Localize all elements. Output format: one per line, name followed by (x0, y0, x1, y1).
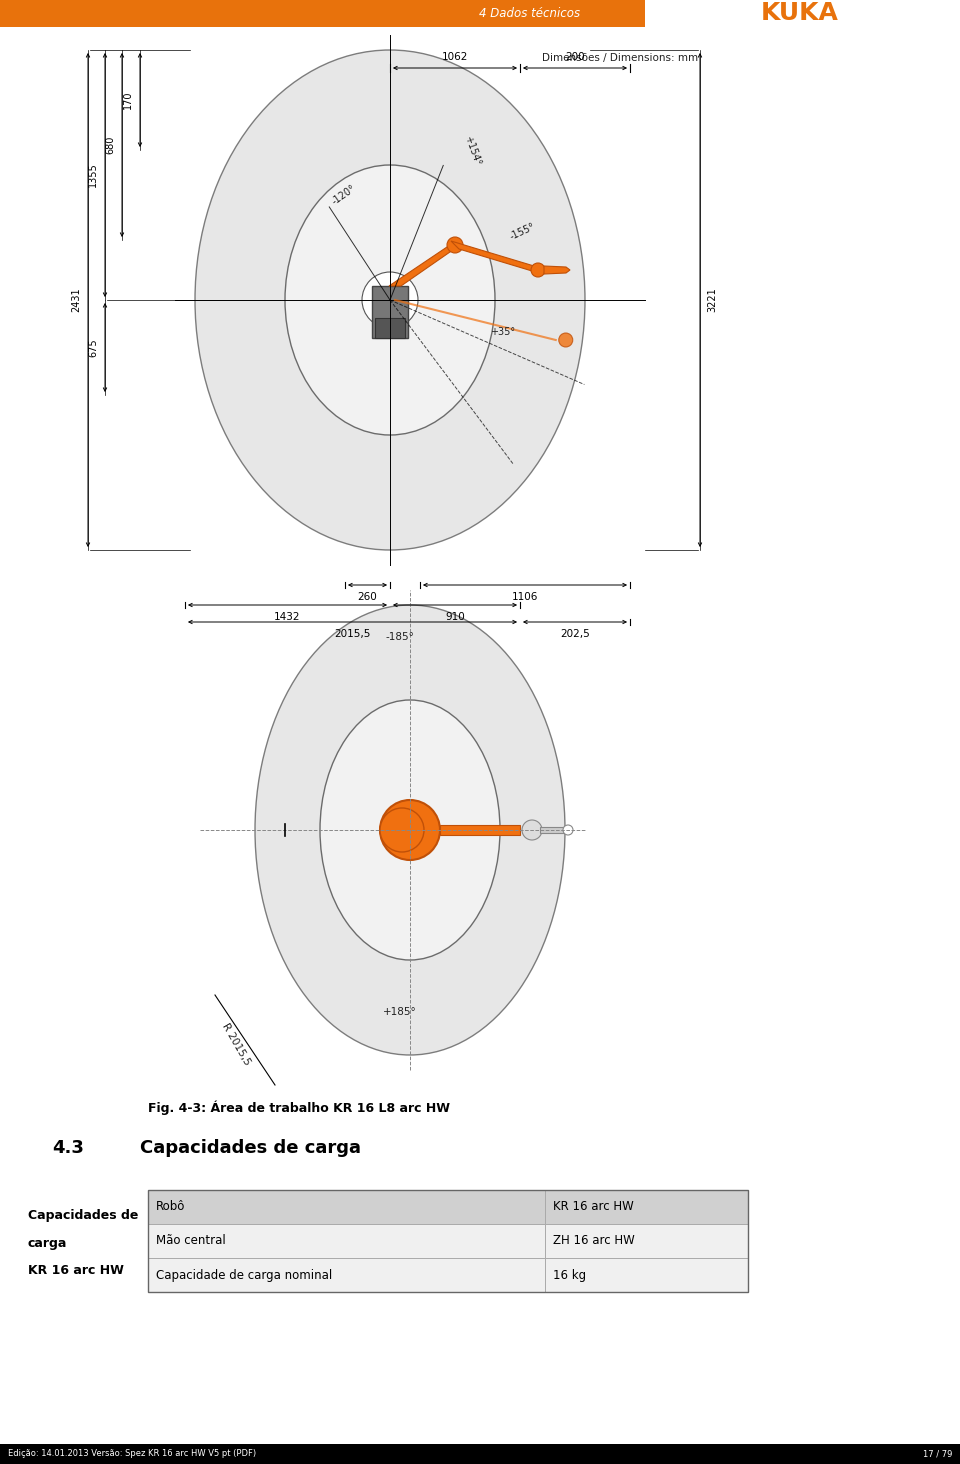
Ellipse shape (320, 700, 500, 960)
Circle shape (563, 826, 573, 834)
Circle shape (447, 237, 463, 253)
Polygon shape (451, 242, 542, 274)
Text: 170: 170 (123, 91, 133, 110)
Bar (148, 1258, 545, 1293)
Text: 1062: 1062 (442, 53, 468, 61)
Text: 910: 910 (445, 612, 465, 622)
Circle shape (522, 820, 542, 840)
Circle shape (380, 799, 440, 859)
Text: Robô: Robô (156, 1200, 185, 1214)
Circle shape (531, 264, 545, 277)
Text: -120°: -120° (330, 183, 358, 206)
Bar (645, 0, 960, 26)
Polygon shape (389, 244, 460, 285)
Text: +154°: +154° (462, 135, 482, 167)
Text: Capacidade de carga nominal: Capacidade de carga nominal (156, 1268, 332, 1281)
Bar (148, 1224, 545, 1258)
Text: 202,5: 202,5 (560, 630, 589, 638)
Text: 200: 200 (565, 53, 585, 61)
Bar (440, 826, 520, 834)
FancyBboxPatch shape (372, 285, 408, 338)
Text: Edição: 14.01.2013 Versão: Spez KR 16 arc HW V5 pt (PDF): Edição: 14.01.2013 Versão: Spez KR 16 ar… (8, 1449, 256, 1458)
Bar (545, 1224, 748, 1258)
Text: R 2015,5: R 2015,5 (220, 1022, 252, 1067)
Text: -155°: -155° (508, 221, 537, 242)
Text: Fig. 4-3: Área de trabalho KR 16 L8 arc HW: Fig. 4-3: Área de trabalho KR 16 L8 arc … (148, 1101, 450, 1116)
Text: 1106: 1106 (512, 591, 539, 602)
Ellipse shape (285, 165, 495, 435)
Text: 3221: 3221 (707, 287, 717, 312)
Text: Capacidades de carga: Capacidades de carga (140, 1139, 361, 1157)
Text: +185°: +185° (383, 1007, 417, 1017)
Text: 680: 680 (105, 136, 115, 154)
Bar (540, 827, 565, 833)
Text: 1432: 1432 (275, 612, 300, 622)
Bar (148, 1190, 545, 1224)
Text: KR 16 arc HW: KR 16 arc HW (553, 1200, 634, 1214)
Text: 4 Dados técnicos: 4 Dados técnicos (479, 7, 581, 20)
Ellipse shape (195, 50, 585, 550)
Bar (545, 1190, 748, 1224)
Circle shape (380, 808, 424, 852)
Text: carga: carga (28, 1237, 67, 1249)
Text: 260: 260 (358, 591, 377, 602)
Text: Capacidades de: Capacidades de (28, 1208, 138, 1221)
Text: +35°: +35° (490, 326, 516, 337)
Text: Dimensões / Dimensions: mm: Dimensões / Dimensions: mm (542, 53, 698, 63)
Text: ZH 16 arc HW: ZH 16 arc HW (553, 1234, 635, 1247)
Text: Mão central: Mão central (156, 1234, 226, 1247)
Text: KR 16 arc HW: KR 16 arc HW (28, 1263, 124, 1277)
Circle shape (559, 332, 573, 347)
Bar (0, 1444, 960, 1464)
Text: 17 / 79: 17 / 79 (923, 1449, 952, 1458)
Polygon shape (544, 266, 570, 274)
Text: 16 kg: 16 kg (553, 1268, 587, 1281)
Text: 675: 675 (88, 338, 98, 357)
Text: 1355: 1355 (88, 163, 98, 187)
Bar (0, 0, 645, 26)
Circle shape (398, 818, 422, 842)
Text: 4.3: 4.3 (52, 1139, 84, 1157)
Text: KUKA: KUKA (761, 1, 839, 25)
Text: 2015,5: 2015,5 (334, 630, 371, 638)
Bar (148, 1190, 748, 1293)
Circle shape (362, 272, 418, 328)
Bar (545, 1258, 748, 1293)
Bar (375, 318, 405, 338)
Text: 2431: 2431 (71, 288, 81, 312)
Ellipse shape (255, 605, 565, 1056)
Text: -185°: -185° (386, 632, 415, 643)
